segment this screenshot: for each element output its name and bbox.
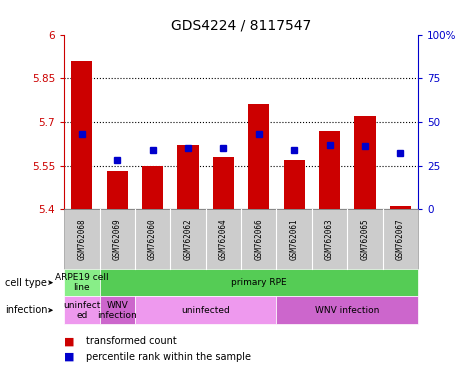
Text: GSM762065: GSM762065 <box>361 218 370 260</box>
Text: GSM762067: GSM762067 <box>396 218 405 260</box>
Bar <box>319 131 340 209</box>
Bar <box>106 171 128 209</box>
Text: GSM762060: GSM762060 <box>148 218 157 260</box>
Text: cell type: cell type <box>5 278 47 288</box>
Text: WNV
infection: WNV infection <box>97 301 137 320</box>
Bar <box>354 116 376 209</box>
Text: GSM762063: GSM762063 <box>325 218 334 260</box>
Bar <box>177 145 199 209</box>
Text: GSM762061: GSM762061 <box>290 218 299 260</box>
Text: GSM762064: GSM762064 <box>219 218 228 260</box>
Bar <box>142 166 163 209</box>
Text: GSM762069: GSM762069 <box>113 218 122 260</box>
Text: infection: infection <box>5 305 47 315</box>
Text: GSM762068: GSM762068 <box>77 218 86 260</box>
Bar <box>248 104 269 209</box>
Title: GDS4224 / 8117547: GDS4224 / 8117547 <box>171 18 311 32</box>
Text: primary RPE: primary RPE <box>231 278 286 287</box>
Bar <box>71 61 93 209</box>
Bar <box>284 160 305 209</box>
Text: uninfect
ed: uninfect ed <box>63 301 101 320</box>
Bar <box>213 157 234 209</box>
Text: uninfected: uninfected <box>181 306 230 315</box>
Text: ■: ■ <box>64 352 75 362</box>
Text: WNV infection: WNV infection <box>315 306 380 315</box>
Text: GSM762062: GSM762062 <box>183 218 192 260</box>
Text: percentile rank within the sample: percentile rank within the sample <box>86 352 250 362</box>
Text: GSM762066: GSM762066 <box>254 218 263 260</box>
Bar <box>390 206 411 209</box>
Text: ■: ■ <box>64 336 75 346</box>
Text: ARPE19 cell
line: ARPE19 cell line <box>55 273 109 292</box>
Text: transformed count: transformed count <box>86 336 176 346</box>
